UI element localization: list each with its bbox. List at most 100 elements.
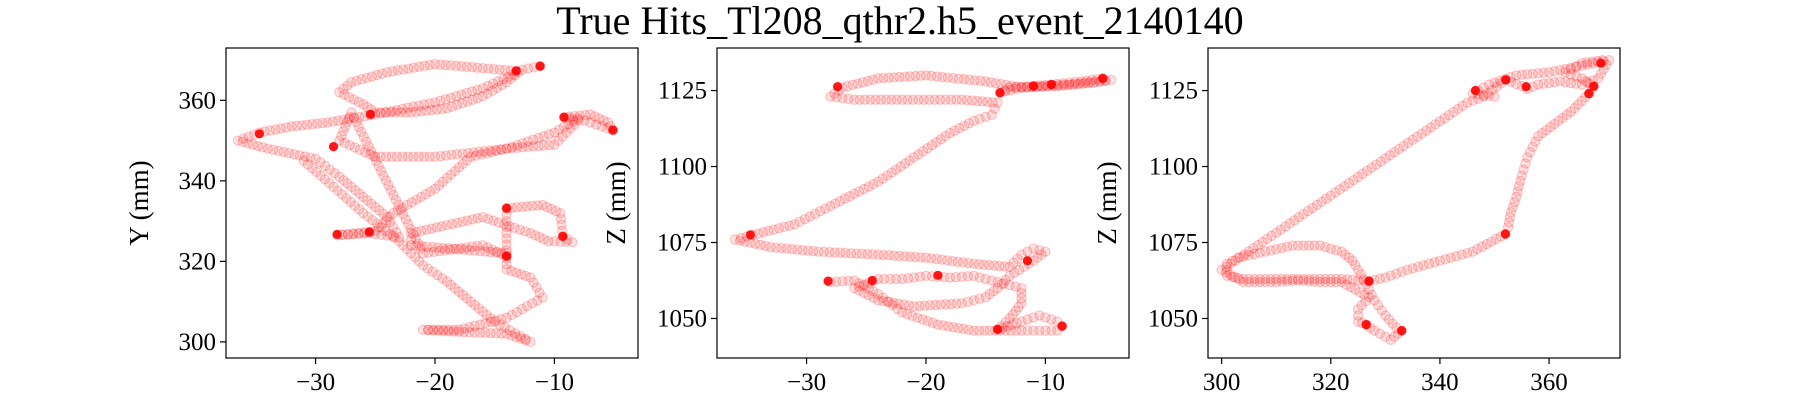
- hit-point: [892, 303, 903, 314]
- hit-point: [913, 149, 924, 160]
- hit-point: [1314, 273, 1326, 285]
- hit-point: [477, 62, 488, 74]
- hit-point: [859, 94, 871, 105]
- hit-point: [1478, 89, 1489, 101]
- hit-point: [867, 249, 878, 260]
- hit-point: [1396, 266, 1407, 277]
- hit-point: [555, 213, 567, 225]
- hit-point: [270, 124, 281, 135]
- hit-point: [1352, 275, 1364, 286]
- hit-point: [974, 293, 985, 304]
- hit-point: [1571, 78, 1582, 89]
- hit-point: [516, 303, 528, 315]
- hit-point: [877, 292, 889, 303]
- hit-point: [367, 214, 378, 226]
- hit-point: [1369, 325, 1380, 336]
- hit-point: [1074, 78, 1085, 89]
- hit-point: [1225, 258, 1236, 269]
- hit-point: [451, 149, 463, 160]
- hit-point: [501, 264, 512, 275]
- hit-point: [465, 151, 476, 162]
- hit-point: [1603, 55, 1615, 66]
- hit-point: [375, 108, 386, 119]
- hit-point: [765, 241, 776, 253]
- hit-point: [358, 191, 369, 203]
- hit-point: [989, 103, 1000, 114]
- hit-point: [528, 134, 539, 145]
- hit-point: [917, 314, 928, 325]
- hit-point: [881, 94, 892, 105]
- hit-point: [957, 257, 969, 268]
- hit-point: [501, 227, 512, 238]
- hit-point: [770, 242, 782, 253]
- hit-point: [1292, 275, 1304, 286]
- hit-point: [395, 107, 407, 118]
- hit-point: [1016, 282, 1027, 294]
- hit-point-dense: [1501, 75, 1511, 85]
- hit-point: [1511, 78, 1522, 90]
- hit-point: [878, 72, 889, 84]
- hit-point: [755, 239, 766, 251]
- hit-point: [449, 165, 461, 177]
- hit-point: [467, 214, 478, 225]
- hit-point: [1230, 255, 1241, 266]
- hit-point: [1527, 141, 1538, 152]
- hit-point: [1292, 240, 1304, 251]
- hit-point: [1462, 97, 1473, 108]
- hit-point: [1554, 64, 1566, 76]
- hit-point: [1412, 131, 1423, 142]
- hit-point: [1374, 328, 1386, 339]
- hit-point: [1292, 273, 1304, 285]
- hit-point: [421, 241, 433, 252]
- hit-point: [499, 322, 511, 333]
- hit-point: [992, 97, 1003, 108]
- hit-point: [1429, 257, 1440, 268]
- hit-point: [1451, 251, 1462, 262]
- hit-point: [956, 271, 967, 282]
- hit-point: [843, 275, 854, 287]
- hit-point: [445, 244, 456, 255]
- hit-point: [1543, 77, 1555, 89]
- hit-point: [904, 71, 916, 82]
- hit-point: [491, 82, 503, 94]
- hit-point: [585, 117, 596, 128]
- hit-point: [385, 216, 396, 228]
- hit-point: [553, 135, 564, 146]
- hit-point: [422, 263, 433, 274]
- hit-point: [412, 238, 424, 249]
- hit-point: [1010, 305, 1021, 317]
- hit-point: [908, 272, 920, 283]
- hit-point: [461, 155, 472, 166]
- hit-point: [1553, 115, 1564, 127]
- hit-point: [501, 233, 512, 244]
- hit-point: [408, 62, 419, 73]
- hit-point: [416, 225, 427, 237]
- hit-point: [1385, 270, 1396, 281]
- hit-point: [392, 65, 403, 76]
- hit-point-dense: [995, 88, 1005, 98]
- xy-projection-panel: −30 −20 −10 300 320 340 360 Y (mm): [124, 47, 639, 396]
- hit-point: [781, 243, 792, 254]
- hit-point: [388, 207, 399, 219]
- hit-point: [340, 121, 351, 132]
- hit-point: [375, 107, 386, 118]
- hit-point: [956, 298, 967, 309]
- hit-point: [411, 226, 422, 238]
- hit-point: [397, 202, 408, 213]
- hit-point: [534, 287, 545, 298]
- hit-point: [953, 73, 964, 84]
- hit-point: [1516, 170, 1527, 181]
- hit-point: [378, 208, 389, 219]
- hit-point: [1325, 276, 1336, 288]
- hit-point: [984, 289, 995, 300]
- hit-point: [377, 218, 388, 230]
- hit-point: [328, 181, 339, 193]
- hit-point: [1478, 91, 1489, 102]
- hit-point: [391, 104, 403, 116]
- hit-point: [1040, 312, 1051, 323]
- hit-point: [554, 124, 565, 135]
- hit-point: [445, 279, 457, 291]
- hit-point: [362, 195, 373, 206]
- hit-point: [348, 229, 359, 240]
